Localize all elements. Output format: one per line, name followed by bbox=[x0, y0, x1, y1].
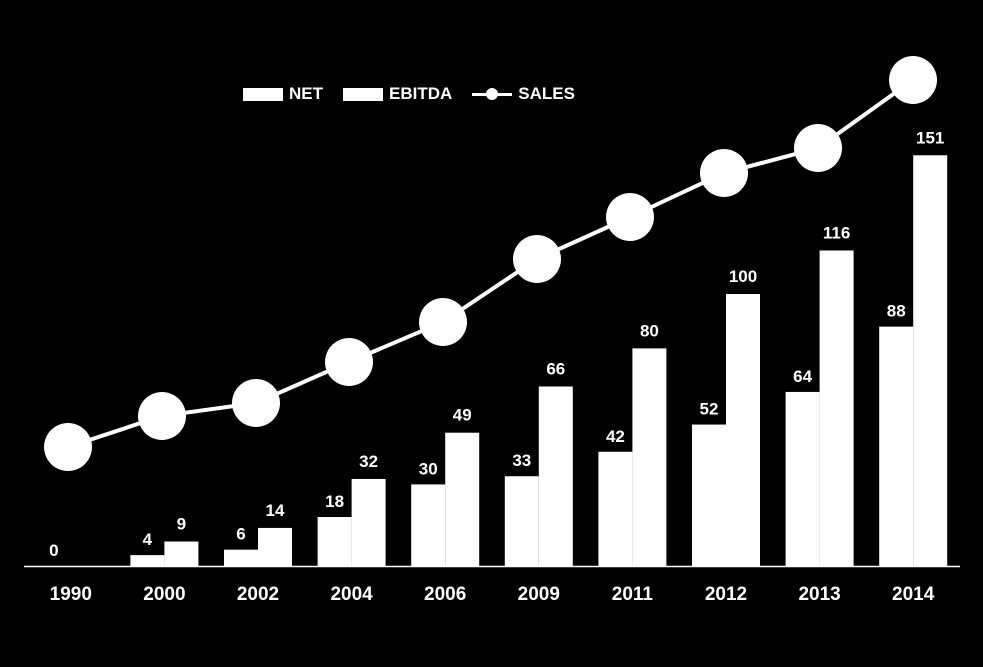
legend-swatch-sales bbox=[472, 87, 513, 100]
sales-point-2006 bbox=[419, 298, 467, 346]
x-tick-2014: 2014 bbox=[892, 584, 935, 605]
data-label-net-2000: 4 bbox=[143, 530, 153, 549]
x-tick-2006: 2006 bbox=[424, 584, 466, 605]
data-label-net-2006: 30 bbox=[419, 459, 438, 478]
sales-point-2009 bbox=[513, 235, 561, 283]
x-tick-2004: 2004 bbox=[330, 584, 373, 605]
data-label-ebitda-2002: 14 bbox=[266, 501, 285, 520]
legend-label-net: NET bbox=[289, 84, 323, 103]
x-tick-2000: 2000 bbox=[143, 584, 185, 605]
sales-line bbox=[67, 78, 915, 449]
data-label-ebitda-2006: 49 bbox=[453, 406, 472, 425]
data-label-net-2012: 52 bbox=[700, 400, 719, 419]
bar-net-2012 bbox=[692, 424, 726, 566]
sales-point-2014 bbox=[889, 56, 937, 104]
data-label-ebitda-2009: 66 bbox=[546, 359, 565, 378]
legend-item-ebitda: EBITDA bbox=[343, 84, 452, 104]
bar-ebitda-2011 bbox=[632, 348, 667, 566]
data-label-net-2009: 33 bbox=[512, 451, 531, 470]
legend-label-sales: SALES bbox=[518, 84, 575, 103]
sales-point-2004 bbox=[325, 338, 373, 386]
data-label-net-1990: 0 bbox=[49, 541, 58, 560]
x-tick-2011: 2011 bbox=[612, 584, 654, 605]
sales-point-2012 bbox=[700, 149, 748, 197]
x-tick-2009: 2009 bbox=[518, 584, 560, 605]
bar-net-2002 bbox=[224, 549, 258, 566]
sales-point-2011 bbox=[606, 193, 654, 241]
legend-label-ebitda: EBITDA bbox=[389, 84, 453, 103]
data-label-net-2004: 18 bbox=[325, 492, 344, 511]
data-label-net-2002: 6 bbox=[236, 525, 245, 544]
legend-item-net: NET bbox=[243, 84, 323, 104]
data-label-ebitda-2012: 100 bbox=[729, 267, 757, 286]
legend: NET EBITDA SALES bbox=[243, 84, 595, 104]
data-label-net-2011: 42 bbox=[606, 427, 625, 446]
data-label-ebitda-2014: 151 bbox=[916, 128, 944, 147]
legend-item-sales: SALES bbox=[472, 84, 575, 104]
bar-net-2014 bbox=[879, 326, 914, 566]
bar-ebitda-2014 bbox=[913, 155, 948, 566]
bar-ebitda-2000 bbox=[164, 541, 199, 566]
legend-swatch-net bbox=[243, 87, 283, 101]
bar-net-2009 bbox=[504, 476, 539, 566]
bar-ebitda-2009 bbox=[538, 386, 573, 566]
bar-net-2011 bbox=[598, 451, 633, 566]
data-label-net-2014: 88 bbox=[887, 302, 906, 321]
x-tick-2002: 2002 bbox=[237, 584, 279, 605]
bar-layer bbox=[130, 155, 948, 567]
bar-ebitda-2004 bbox=[351, 478, 386, 566]
x-tick-2012: 2012 bbox=[705, 584, 747, 605]
bar-ebitda-2002 bbox=[258, 527, 292, 566]
bar-net-2000 bbox=[130, 555, 165, 566]
sales-point-2002 bbox=[232, 379, 280, 427]
bar-ebitda-2006 bbox=[445, 432, 480, 566]
bar-ebitda-2013 bbox=[819, 250, 854, 567]
data-label-ebitda-2000: 9 bbox=[177, 515, 186, 534]
data-label-ebitda-2013: 116 bbox=[823, 223, 850, 242]
data-label-ebitda-2011: 80 bbox=[640, 321, 659, 340]
bar-ebitda-2012 bbox=[726, 294, 760, 566]
legend-swatch-ebitda bbox=[343, 87, 383, 101]
x-tick-2013: 2013 bbox=[798, 584, 840, 605]
data-label-net-2013: 64 bbox=[793, 367, 812, 386]
bar-net-2004 bbox=[317, 517, 352, 566]
sales-line-layer bbox=[44, 56, 937, 471]
x-tick-1990: 1990 bbox=[50, 584, 92, 605]
sales-point-1990 bbox=[44, 423, 92, 471]
bar-net-2013 bbox=[785, 391, 820, 566]
x-axis-tick-labels: 1990 2000 2002 2004 2006 2009 2011 2012 2013 2014 bbox=[50, 584, 935, 605]
data-label-ebitda-2004: 32 bbox=[359, 452, 378, 471]
sales-point-2000 bbox=[138, 392, 186, 440]
bar-net-2006 bbox=[411, 484, 446, 566]
sales-point-2013 bbox=[794, 124, 842, 172]
